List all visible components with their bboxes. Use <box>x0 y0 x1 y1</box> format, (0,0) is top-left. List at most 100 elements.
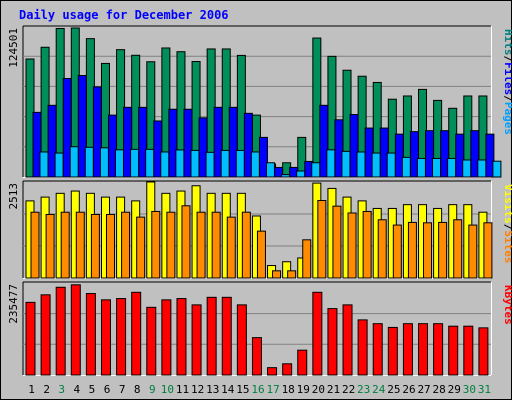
x-tick-label: 19 <box>297 383 310 396</box>
x-tick-label: 28 <box>433 383 446 396</box>
bar-kbytes <box>342 304 353 376</box>
bar-pages <box>175 149 185 178</box>
bar-pages <box>447 157 457 178</box>
bar-sites <box>483 222 493 279</box>
x-tick-label: 25 <box>387 383 400 396</box>
bar-kbytes <box>25 301 36 376</box>
series-pages <box>39 146 502 178</box>
series-hits <box>25 27 488 178</box>
bar-pages <box>416 157 426 178</box>
panel-hits-files-pages: 124501 Hits/Files/Pages <box>7 25 512 178</box>
bar-pages <box>371 152 381 178</box>
bar-sites <box>347 212 357 279</box>
panel-kbytes: 235477 KBytes <box>7 281 512 376</box>
x-tick-label: 15 <box>236 383 249 396</box>
bar-visits <box>282 261 292 279</box>
bar-files <box>213 106 223 178</box>
bar-sites <box>45 213 55 279</box>
bar-files <box>47 104 57 178</box>
bar-files <box>168 108 178 178</box>
bar-sites <box>272 270 282 279</box>
bar-kbytes <box>221 296 232 376</box>
bar-kbytes <box>161 299 172 376</box>
bar-pages <box>54 152 64 178</box>
legend-entry: Files <box>502 62 512 95</box>
bar-kbytes <box>40 294 51 376</box>
bar-files <box>425 130 435 178</box>
bar-kbytes <box>176 298 187 376</box>
x-tick-label: 9 <box>149 383 156 396</box>
series-files <box>32 75 495 178</box>
x-tick-label: 10 <box>161 383 174 396</box>
bar-pages <box>235 149 245 178</box>
x-tick-label: 17 <box>266 383 279 396</box>
bar-kbytes <box>297 349 308 376</box>
bar-pages <box>386 152 396 178</box>
bar-pages <box>296 170 306 178</box>
x-tick-label: 27 <box>417 383 430 396</box>
x-tick-label: 26 <box>402 383 415 396</box>
bar-files <box>319 104 329 178</box>
x-tick-label: 22 <box>342 383 355 396</box>
bar-files <box>243 112 253 178</box>
bar-sites <box>407 221 417 279</box>
bar-files <box>485 133 495 178</box>
bar-sites <box>211 211 221 279</box>
bar-sites <box>392 224 402 279</box>
x-tick-label: 12 <box>191 383 204 396</box>
bar-sites <box>332 205 342 279</box>
legend-entry: Pages <box>502 102 512 135</box>
x-tick-label: 3 <box>58 383 65 396</box>
bar-kbytes <box>267 367 278 376</box>
bar-sites <box>166 211 176 279</box>
legend-entry: / <box>502 224 512 231</box>
bar-pages <box>477 159 487 178</box>
bar-pages <box>311 162 321 178</box>
bar-kbytes <box>448 325 459 376</box>
x-tick-label: 6 <box>104 383 111 396</box>
bar-kbytes <box>70 284 81 376</box>
bar-pages <box>281 174 291 178</box>
x-tick-label: 13 <box>206 383 219 396</box>
x-tick-label: 20 <box>312 383 325 396</box>
bar-kbytes <box>327 308 338 376</box>
x-tick-label: 11 <box>176 383 189 396</box>
bar-files <box>455 133 465 178</box>
bar-kbytes <box>100 299 111 376</box>
bar-sites <box>287 270 297 279</box>
bar-pages <box>114 149 124 178</box>
bar-sites <box>196 211 206 279</box>
panel-legend: Hits/Files/Pages <box>502 29 512 135</box>
bar-pages <box>99 147 109 178</box>
bar-pages <box>250 151 260 178</box>
bar-sites <box>317 200 327 279</box>
bar-files <box>379 127 389 178</box>
panel-legend: Visits/Sites <box>502 184 512 264</box>
x-tick-label: 7 <box>119 383 126 396</box>
bar-sites <box>302 239 312 279</box>
bar-pages <box>401 156 411 178</box>
x-tick-label: 14 <box>221 383 235 396</box>
bar-kbytes <box>131 291 142 376</box>
bar-pages <box>432 157 442 178</box>
chart-panels: 124501 Hits/Files/Pages 2513 Visits/Sites 23… <box>7 25 512 376</box>
x-tick-label: 30 <box>463 383 476 396</box>
bar-kbytes <box>433 323 444 376</box>
x-tick-label: 16 <box>251 383 264 396</box>
bar-pages <box>220 149 230 178</box>
x-axis: 1 2 3 4 5 6 7 8 9 10 11 12 13 14 15 16 17 18 19 20 21 22 23 24 2… <box>28 383 491 396</box>
y-axis-max-label: 124501 <box>7 28 20 68</box>
bar-kbytes <box>478 327 489 376</box>
bar-kbytes <box>85 293 96 376</box>
series-visits <box>25 181 488 279</box>
bar-pages <box>341 150 351 178</box>
y-axis-max-label: 2513 <box>7 183 20 210</box>
bar-files <box>228 106 238 178</box>
bar-kbytes <box>116 298 127 376</box>
bar-kbytes <box>251 337 262 376</box>
legend-entry: KBytes <box>502 285 512 325</box>
bar-kbytes <box>463 325 474 376</box>
x-tick-label: 18 <box>282 383 295 396</box>
bar-sites <box>30 211 40 279</box>
